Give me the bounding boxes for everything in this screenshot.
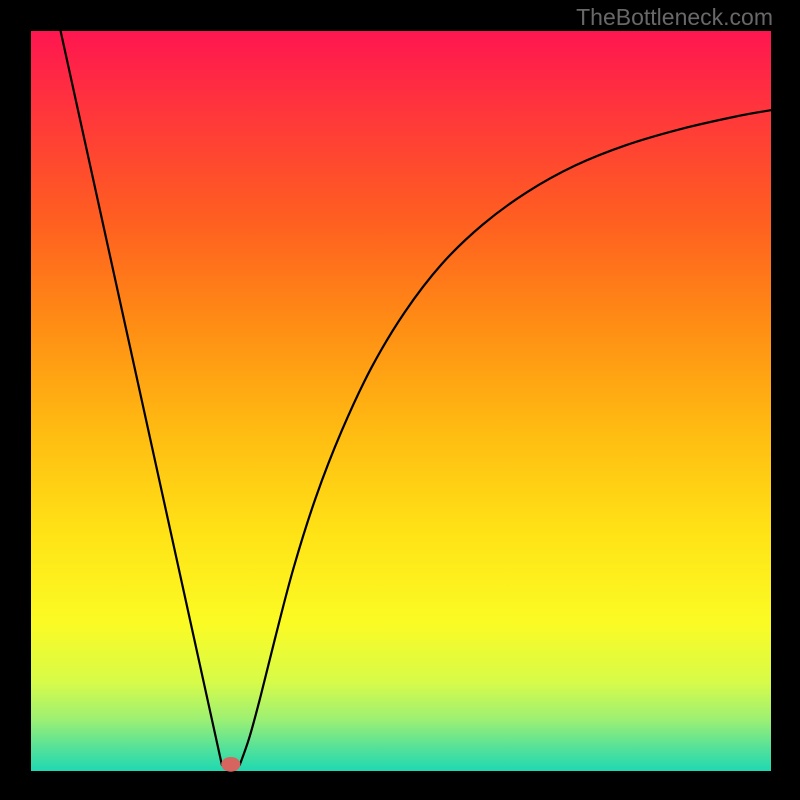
watermark-text: TheBottleneck.com — [576, 4, 773, 31]
minimum-marker — [221, 757, 240, 772]
plot-svg — [0, 0, 800, 800]
